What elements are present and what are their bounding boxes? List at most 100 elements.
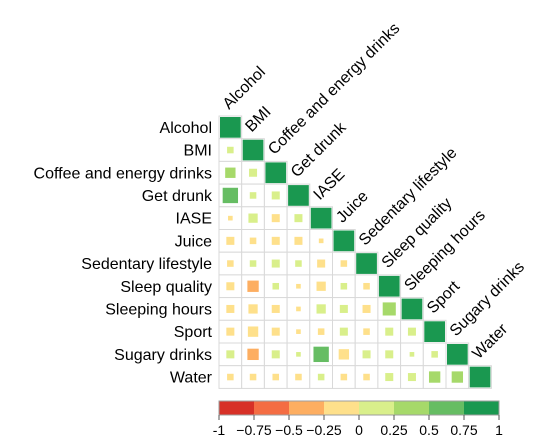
col-label-sport: Sport <box>424 278 463 317</box>
row-label-get-drunk: Get drunk <box>142 188 213 205</box>
corr-square-sport-alcohol <box>226 327 235 336</box>
corr-square-sport-bmi <box>247 326 259 337</box>
colorbar-tick-label: −0.25 <box>306 422 342 438</box>
corr-square-sleep-quality-coffee-and-energy-drinks <box>272 282 280 290</box>
corr-square-juice-coffee-and-energy-drinks <box>271 236 280 245</box>
col-label-sleeping-hours: Sleeping hours <box>401 207 489 295</box>
corr-square-sleeping-hours-sleep-quality <box>382 302 396 316</box>
corr-square-water-get-drunk <box>295 373 302 381</box>
col-label-juice: Juice <box>333 188 372 227</box>
corr-square-coffee-and-energy-drinks-coffee-and-energy-drinks <box>265 162 287 184</box>
corr-square-sport-sleeping-hours <box>407 327 416 336</box>
corr-square-water-iase <box>317 373 325 381</box>
corr-square-sedentary-lifestyle-juice <box>340 260 348 267</box>
colorbar-segment <box>464 401 499 415</box>
col-label-sugary-drinks: Sugary drinks <box>447 259 528 340</box>
corr-square-sedentary-lifestyle-sedentary-lifestyle <box>356 253 377 274</box>
corr-square-sleep-quality-get-drunk <box>296 283 301 289</box>
corr-square-sleep-quality-iase <box>316 281 326 291</box>
corr-square-iase-coffee-and-energy-drinks <box>271 214 280 223</box>
corr-square-sugary-drinks-coffee-and-energy-drinks <box>271 350 280 359</box>
corr-square-sugary-drinks-sleep-quality <box>385 350 394 359</box>
corr-square-water-sport <box>428 371 441 383</box>
colorbar-tick-label: 0.5 <box>419 422 439 438</box>
corr-square-coffee-and-energy-drinks-alcohol <box>225 167 236 178</box>
colorbar-segment <box>254 401 289 415</box>
corr-square-sugary-drinks-alcohol <box>226 350 235 359</box>
corr-square-sugary-drinks-sleeping-hours <box>409 352 415 357</box>
corr-square-sugary-drinks-sedentary-lifestyle <box>362 350 371 359</box>
corr-square-iase-iase <box>310 207 332 229</box>
colorbar-tick-label: −0.5 <box>275 422 303 438</box>
corr-square-iase-bmi <box>248 213 258 223</box>
colorbar: -1 −0.75 −0.5 −0.25 0 0.25 0.5 0.75 1 <box>213 400 503 438</box>
corr-square-sleep-quality-alcohol <box>226 282 235 291</box>
corr-square-sleeping-hours-juice <box>339 304 348 313</box>
corr-square-sugary-drinks-sugary-drinks <box>447 344 468 365</box>
corr-square-sleep-quality-bmi <box>247 280 259 292</box>
corr-square-iase-alcohol <box>228 215 233 221</box>
corr-square-sleep-quality-sleep-quality <box>378 275 400 297</box>
corr-square-sleeping-hours-alcohol <box>226 304 235 313</box>
corr-square-juice-bmi <box>249 237 257 245</box>
colorbar-segment <box>429 401 464 415</box>
corr-square-sport-coffee-and-energy-drinks <box>271 327 280 336</box>
colorbar-tick-label: 0 <box>355 422 363 438</box>
corr-square-water-sedentary-lifestyle <box>363 373 370 381</box>
corr-square-sleeping-hours-sedentary-lifestyle <box>362 304 371 313</box>
corr-square-water-sugary-drinks <box>451 371 464 383</box>
corr-square-juice-iase <box>318 238 324 244</box>
corr-square-water-water <box>469 366 491 388</box>
colorbar-tick-label: 0.25 <box>380 422 407 438</box>
corr-square-sleep-quality-juice <box>340 282 348 290</box>
corr-square-water-sleeping-hours <box>407 373 416 382</box>
corr-square-sleeping-hours-sleeping-hours <box>401 298 423 320</box>
corr-square-water-alcohol <box>227 373 234 381</box>
corr-square-sport-juice <box>339 327 348 336</box>
colorbar-segment <box>359 401 394 415</box>
corr-square-get-drunk-coffee-and-energy-drinks <box>271 191 280 200</box>
corr-square-sedentary-lifestyle-bmi <box>249 260 257 267</box>
corr-square-juice-alcohol <box>226 236 235 245</box>
corr-square-juice-juice <box>333 230 355 252</box>
colorbar-tick-label: 0.75 <box>450 422 477 438</box>
corr-square-sport-iase <box>317 328 325 335</box>
corr-square-bmi-alcohol <box>227 146 234 154</box>
row-label-juice: Juice <box>175 233 212 250</box>
corr-square-juice-get-drunk <box>294 236 303 245</box>
corr-square-water-bmi <box>249 373 257 381</box>
corr-square-get-drunk-get-drunk <box>288 185 309 206</box>
col-label-bmi: BMI <box>243 103 275 135</box>
corr-square-get-drunk-bmi <box>249 192 257 199</box>
colorbar-segment <box>219 401 254 415</box>
colorbar-segment <box>324 401 359 415</box>
corr-square-sugary-drinks-juice <box>338 349 350 360</box>
corr-square-sleeping-hours-coffee-and-energy-drinks <box>271 304 280 313</box>
corr-square-sedentary-lifestyle-alcohol <box>227 260 234 267</box>
colorbar-segment <box>394 401 429 415</box>
colorbar-tick-label: -1 <box>213 422 226 438</box>
row-label-bmi: BMI <box>184 143 212 160</box>
corr-square-alcohol-alcohol <box>220 117 241 138</box>
corr-square-sedentary-lifestyle-iase <box>317 259 326 268</box>
corr-square-sedentary-lifestyle-get-drunk <box>295 260 302 267</box>
corr-square-sugary-drinks-sport <box>431 351 438 358</box>
row-label-alcohol: Alcohol <box>160 120 212 137</box>
row-label-water: Water <box>170 370 213 387</box>
row-label-sleep-quality: Sleep quality <box>120 279 212 296</box>
corr-square-water-juice <box>340 373 348 381</box>
corr-square-sport-sedentary-lifestyle <box>363 328 370 335</box>
col-label-water: Water <box>470 320 512 362</box>
colorbar-tick-label: −0.75 <box>236 422 272 438</box>
corr-square-get-drunk-alcohol <box>222 187 239 204</box>
corr-square-sleeping-hours-bmi <box>248 304 258 314</box>
corr-square-sleep-quality-sedentary-lifestyle <box>363 282 370 290</box>
row-label-sugary-drinks: Sugary drinks <box>114 347 212 364</box>
matrix-grid <box>218 115 492 389</box>
corr-square-iase-get-drunk <box>294 214 303 223</box>
corr-square-coffee-and-energy-drinks-bmi <box>249 168 258 177</box>
corr-square-sleeping-hours-iase <box>316 304 326 314</box>
corr-square-sugary-drinks-get-drunk <box>296 352 301 357</box>
row-label-sedentary-lifestyle: Sedentary lifestyle <box>81 256 212 273</box>
